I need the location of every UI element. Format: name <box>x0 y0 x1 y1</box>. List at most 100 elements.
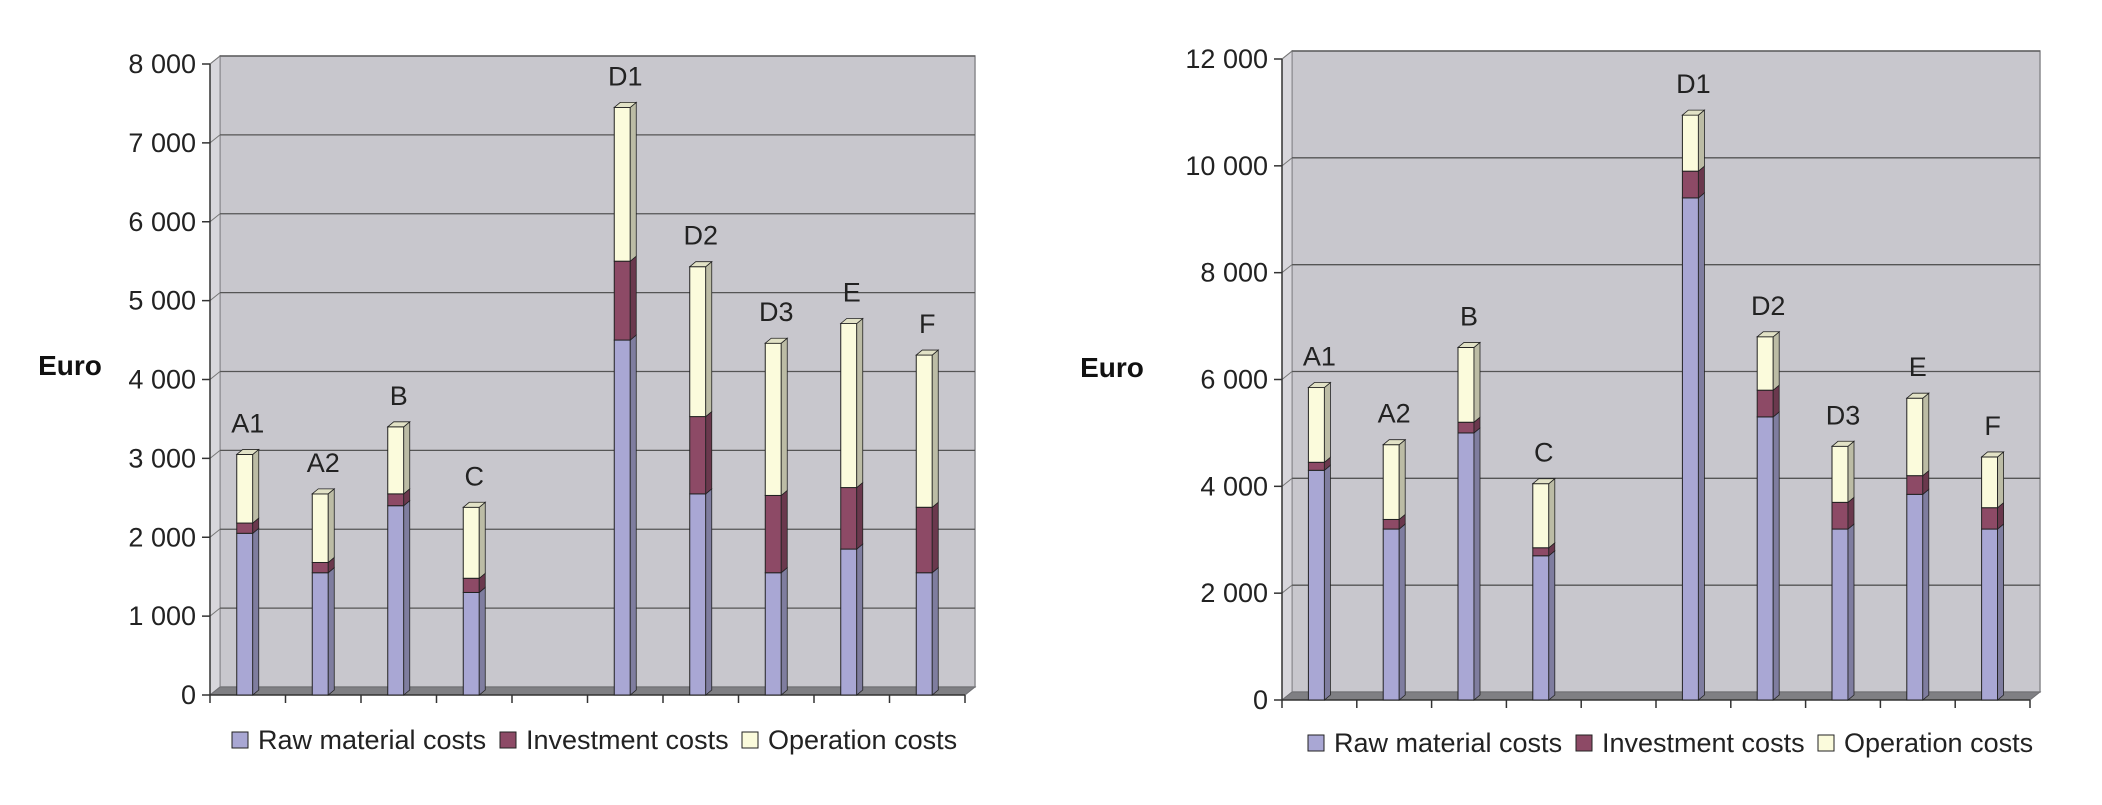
bar-segment-investment <box>1457 421 1475 434</box>
bar-top <box>915 349 940 356</box>
y-tick-label: 5 000 <box>128 286 196 316</box>
gridline-side <box>209 607 221 617</box>
bar-top <box>839 318 864 324</box>
bar-side-operation <box>931 349 939 509</box>
category-label: A2 <box>307 448 340 478</box>
bar-segment-raw <box>764 572 782 696</box>
gridline-side <box>1281 50 1293 60</box>
bar-top <box>764 337 789 344</box>
bar-D1 <box>1681 109 1706 701</box>
bar-A1 <box>235 448 260 696</box>
bar-side-operation <box>780 337 788 497</box>
y-tick-label: 4 000 <box>1200 471 1268 501</box>
bar-segment-investment <box>689 416 707 495</box>
category-label: D1 <box>1676 69 1711 99</box>
bar-top <box>1830 440 1856 447</box>
bar-side-operation <box>1698 109 1705 173</box>
chart-2: 0 2 000 4 000 6 000 8 000 10 000 12 000 Euro A1 A… <box>1080 44 2042 758</box>
bar-segment-investment <box>1307 461 1325 471</box>
bar-D2 <box>1756 330 1781 701</box>
category-label: D2 <box>1751 291 1786 321</box>
bar-top <box>462 501 487 508</box>
bar-side-operation <box>327 488 335 564</box>
bar-segment-investment <box>462 577 480 593</box>
bar-side-operation <box>1847 440 1855 504</box>
legend-swatch-operation <box>741 731 759 749</box>
bar-segment-operation <box>462 506 480 579</box>
bar-side-raw <box>705 488 713 696</box>
legend-swatch-operation <box>1817 734 1835 752</box>
bar-side-operation <box>403 420 411 495</box>
bar-side-investment <box>856 481 864 550</box>
category-label: F <box>1984 411 2001 441</box>
bar-side-raw <box>1698 192 1705 701</box>
bar-segment-investment <box>1532 547 1550 557</box>
bar-segment-investment <box>1981 507 1999 530</box>
bar-segment-raw <box>1906 493 1924 701</box>
bar-segment-operation <box>1382 444 1400 520</box>
bar-segment-investment <box>387 493 405 507</box>
y-axis-label: Euro <box>1080 352 1144 383</box>
gridline-side <box>209 292 221 302</box>
gridline-side <box>209 449 221 459</box>
bar-side-operation <box>1398 438 1406 521</box>
bar-top <box>613 101 638 108</box>
bar-segment-raw <box>462 591 480 696</box>
bar-segment-operation <box>1831 445 1849 503</box>
category-label: B <box>1460 301 1478 331</box>
bar-segment-raw <box>311 572 329 696</box>
legend-swatch-raw <box>1307 734 1325 752</box>
bar-side-operation <box>629 101 637 263</box>
bar-side-investment <box>931 501 939 574</box>
bar-E <box>839 317 864 696</box>
bar-segment-raw <box>1307 469 1325 701</box>
bar-segment-investment <box>840 487 858 550</box>
bar-segment-operation <box>1532 483 1550 549</box>
bar-side-raw <box>478 586 486 696</box>
bar-segment-investment <box>915 506 933 574</box>
bar-segment-operation <box>1906 397 1924 477</box>
y-tick-label: 8 000 <box>1200 258 1268 288</box>
category-label: D3 <box>759 297 794 327</box>
bar-segment-raw <box>1756 416 1774 701</box>
gridline-side <box>209 213 221 223</box>
bar-side-raw <box>1473 427 1481 701</box>
bar-side-raw <box>1922 488 1930 701</box>
bar-E <box>1905 392 1930 701</box>
bar-segment-operation <box>311 493 329 563</box>
legend-swatch-investment <box>499 731 517 749</box>
category-label: D2 <box>683 221 718 251</box>
bar-top <box>1681 109 1706 116</box>
y-tick-label: 10 000 <box>1185 151 1268 181</box>
bar-side-operation <box>705 260 713 418</box>
bar-segment-raw <box>840 548 858 696</box>
bar-side-raw <box>252 527 260 696</box>
bar-D3 <box>1830 440 1856 701</box>
bar-top <box>1756 331 1781 338</box>
y-tick-label: 7 000 <box>128 128 196 158</box>
bar-side-operation <box>1772 330 1780 392</box>
legend: Raw material costs Investment costs Operat… <box>1307 728 2033 758</box>
bar-side-raw <box>1997 523 2004 701</box>
bar-segment-operation <box>1457 346 1475 423</box>
bar-segment-raw <box>1831 528 1849 701</box>
bar-top <box>235 449 260 455</box>
y-axis-label: Euro <box>38 350 102 381</box>
bar-segment-investment <box>236 522 254 534</box>
bar-top <box>688 261 713 268</box>
bar-segment-raw <box>387 505 405 696</box>
bar-side-operation <box>252 448 260 524</box>
bar-B <box>1456 341 1482 701</box>
y-tick-label: 6 000 <box>128 207 196 237</box>
gridline-side <box>209 371 221 380</box>
bar-segment-raw <box>1382 528 1400 701</box>
category-label: D1 <box>608 61 643 91</box>
bar-top <box>1905 392 1930 399</box>
bar-segment-operation <box>1756 336 1774 391</box>
bar-segment-operation <box>613 106 631 262</box>
gridline-side <box>209 528 221 538</box>
bar-A2 <box>311 488 336 696</box>
bar-segment-investment <box>1382 518 1400 530</box>
bar-side-operation <box>478 501 486 580</box>
bar-side-operation <box>1473 341 1481 424</box>
